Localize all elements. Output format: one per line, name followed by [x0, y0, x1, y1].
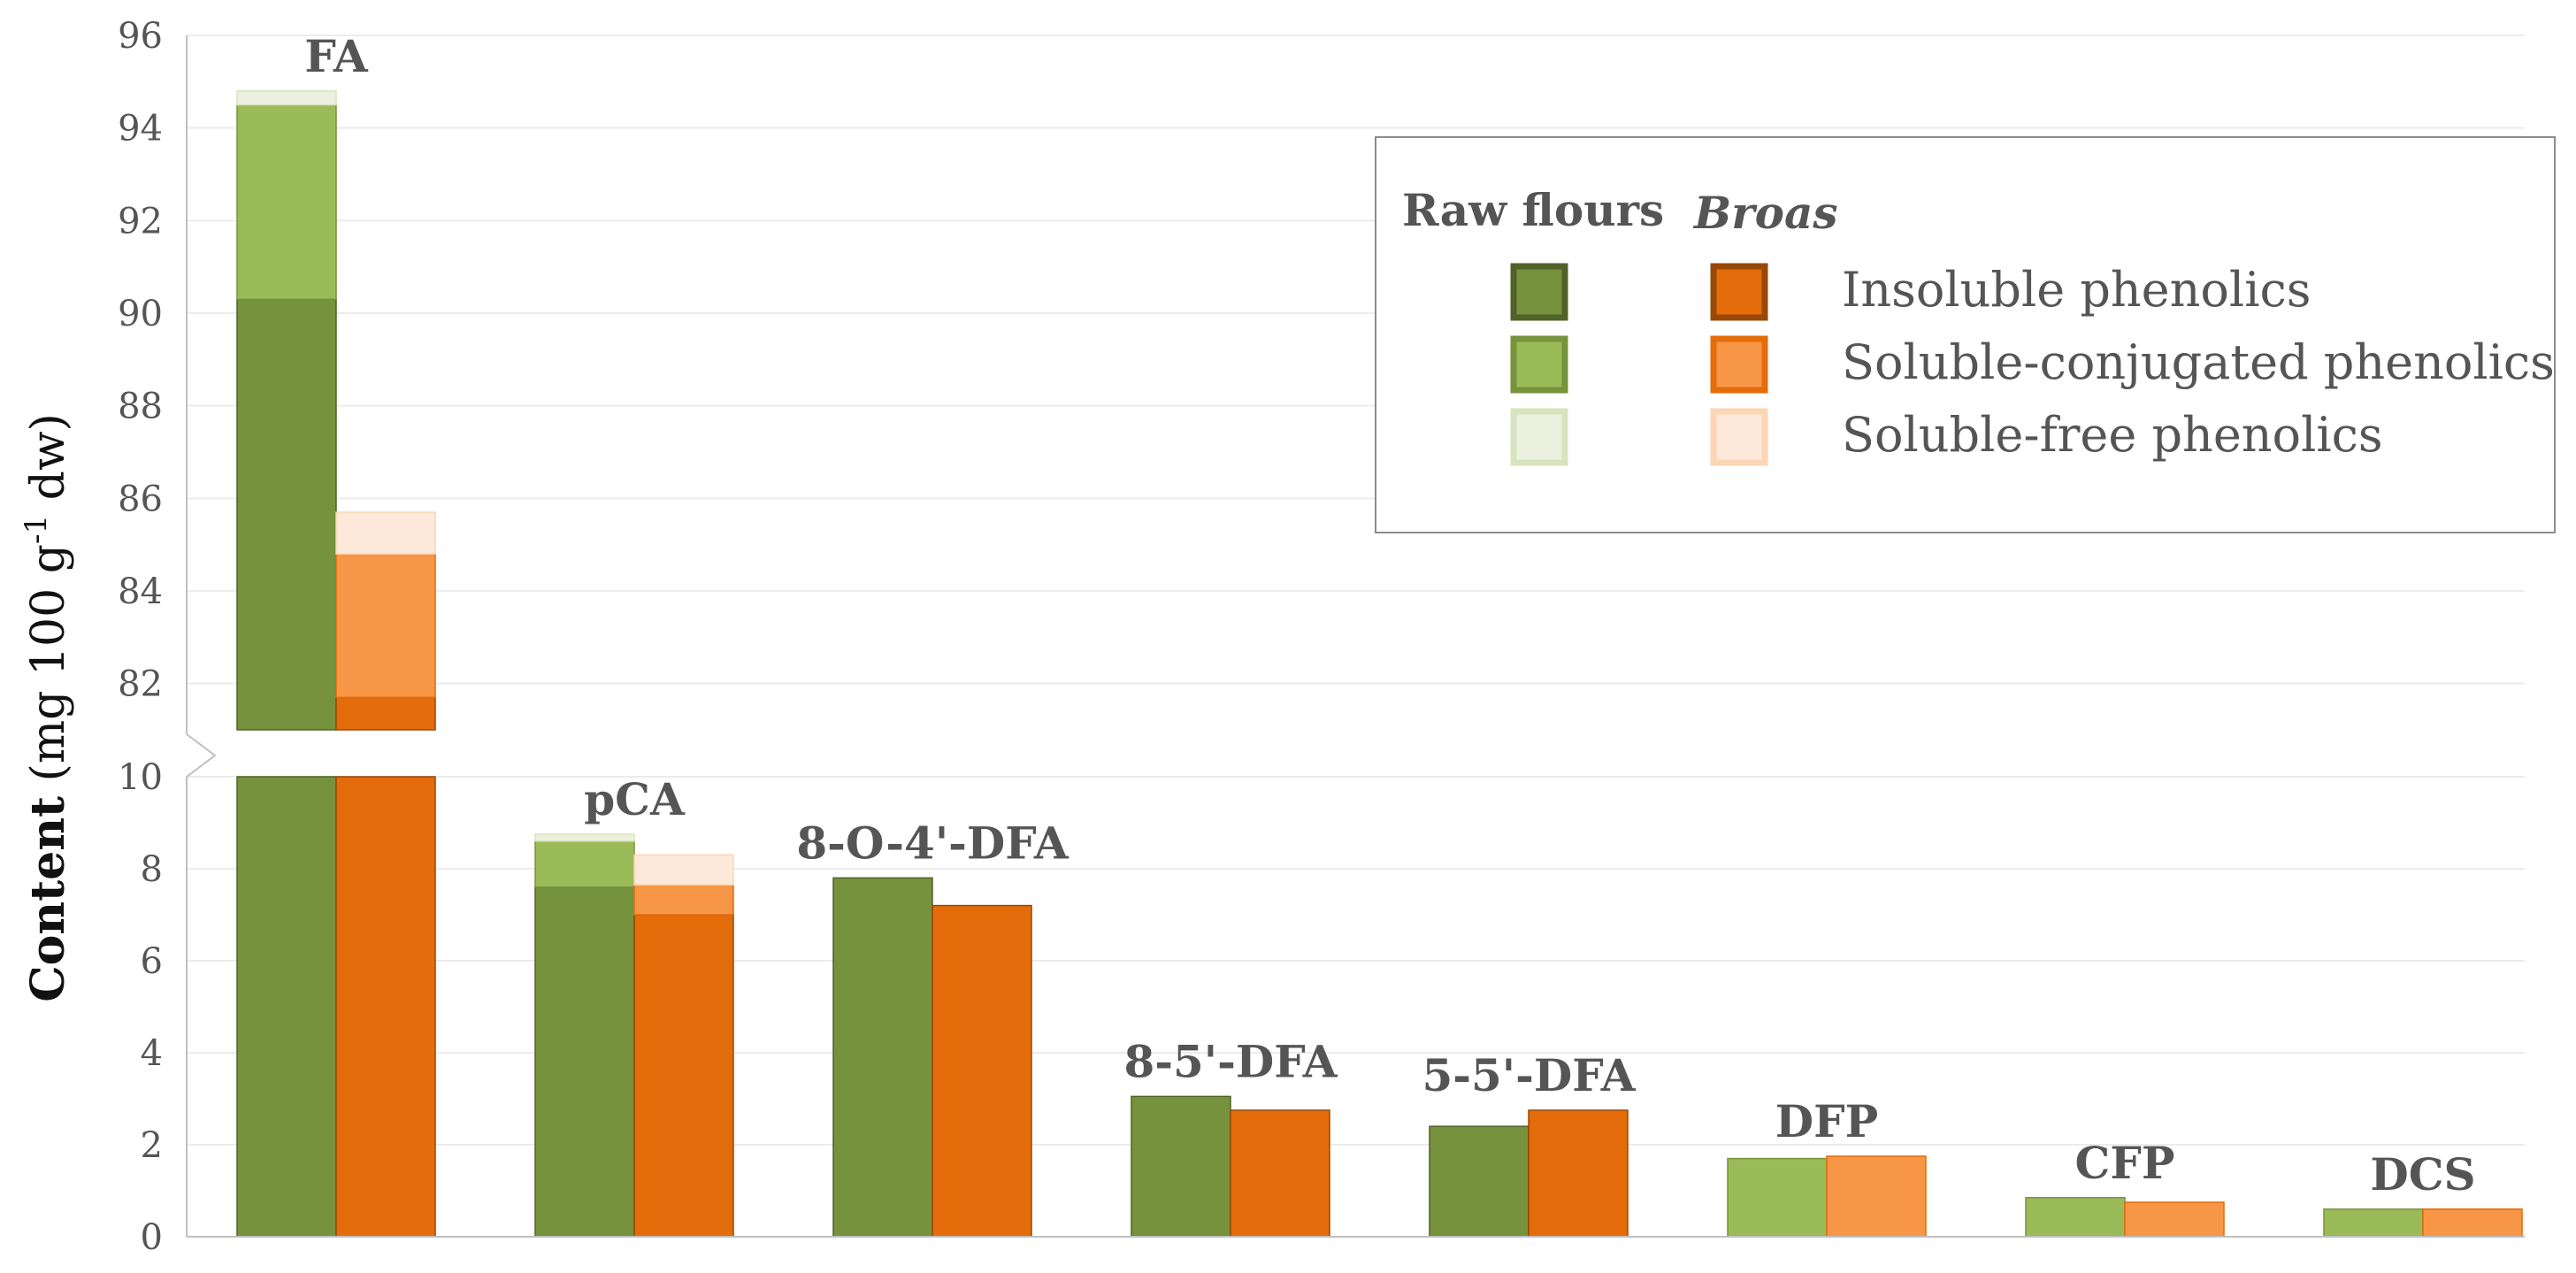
bar-broas-soluble-conjugated-phenolics — [633, 884, 734, 916]
bar-broas-insoluble-phenolics — [932, 904, 1032, 1238]
bar-raw-insoluble-phenolics-upper — [236, 298, 337, 731]
y-axis-label-bold: Content — [21, 796, 75, 1002]
y-tick-label: 8 — [141, 849, 163, 890]
legend-swatch-raw — [1510, 263, 1568, 321]
bar-raw-insoluble-phenolics — [534, 886, 635, 1238]
bar-broas-insoluble-phenolics — [1230, 1109, 1330, 1238]
bar-broas-insoluble-phenolics-upper — [335, 696, 436, 731]
bar-raw-insoluble-phenolics — [1131, 1095, 1231, 1238]
bar-raw-soluble-free-phenolics — [534, 833, 635, 842]
y-tick-label: 94 — [118, 109, 163, 150]
legend-box — [1375, 136, 2556, 533]
axis-break-mark — [186, 733, 217, 778]
bar-broas-insoluble-phenolics — [335, 776, 436, 1238]
bar-broas-soluble-conjugated-phenolics — [2124, 1201, 2225, 1238]
y-tick-label: 10 — [118, 757, 163, 798]
legend-item-insoluble: Insoluble phenolics — [1842, 262, 2311, 318]
y-tick-label: 88 — [118, 387, 163, 427]
legend-swatch-broas — [1710, 263, 1768, 321]
category-label: pCA — [584, 773, 686, 825]
bar-broas-soluble-conjugated-phenolics — [2422, 1208, 2523, 1238]
legend: Raw flours Broas Insoluble phenolics Sol… — [1375, 136, 2556, 533]
y-axis — [186, 35, 2525, 1238]
y-tick-label: 96 — [118, 16, 163, 57]
legend-header-broas: Broas — [1692, 187, 1838, 239]
bar-raw-insoluble-phenolics — [1429, 1125, 1530, 1238]
category-label: 8-5'-DFA — [1123, 1035, 1338, 1087]
bar-raw-soluble-conjugated-phenolics-upper — [236, 104, 337, 301]
category-label: DFP — [1775, 1095, 1878, 1147]
category-labels: FA pCA 8-O-4'-DFA 8-5'-DFA 5-5'-DFA DFP CFP DCS — [304, 30, 2475, 1200]
y-tick-labels: 0 2 4 6 8 10 82 84 86 88 90 92 94 96 — [118, 16, 163, 1258]
category-label: 5-5'-DFA — [1422, 1049, 1636, 1101]
legend-header-raw-flours: Raw flours — [1402, 184, 1664, 236]
category-label: DCS — [2370, 1148, 2475, 1200]
bar-raw-insoluble-phenolics — [236, 776, 337, 1238]
y-tick-label: 0 — [141, 1217, 163, 1258]
legend-swatch-raw — [1510, 408, 1568, 466]
bar-broas-soluble-conjugated-phenolics-upper — [335, 553, 436, 699]
bar-raw-soluble-conjugated-phenolics — [1727, 1157, 1828, 1238]
bar-broas-insoluble-phenolics — [633, 914, 734, 1238]
bar-raw-soluble-conjugated-phenolics — [2323, 1208, 2424, 1238]
bar-raw-soluble-conjugated-phenolics — [534, 840, 635, 888]
bar-broas-soluble-free-phenolics-upper — [335, 511, 436, 555]
y-tick-label: 84 — [118, 571, 163, 612]
y-axis-label-sup: -1 — [19, 515, 54, 544]
y-tick-label: 92 — [118, 201, 163, 242]
y-tick-label: 4 — [141, 1033, 163, 1074]
legend-swatch-raw — [1510, 335, 1568, 394]
legend-item-soluble-conjugated: Soluble-conjugated phenolics — [1842, 334, 2555, 390]
bar-broas-soluble-free-phenolics — [633, 854, 734, 886]
legend-swatch-broas — [1710, 408, 1768, 466]
y-tick-label: 6 — [141, 941, 163, 982]
legend-item-soluble-free: Soluble-free phenolics — [1842, 407, 2383, 463]
y-tick-label: 86 — [118, 479, 163, 519]
category-label: 8-O-4'-DFA — [796, 817, 1069, 869]
bar-raw-soluble-conjugated-phenolics — [2025, 1197, 2126, 1238]
y-axis-label-unit: (mg 100 g — [22, 544, 75, 796]
legend-swatch-broas — [1710, 335, 1768, 394]
bar-broas-soluble-conjugated-phenolics — [1826, 1155, 1927, 1238]
y-tick-label: 90 — [118, 294, 163, 334]
y-axis-label: Content (mg 100 g-1 dw) — [19, 413, 75, 1002]
y-tick-label: 82 — [118, 664, 163, 705]
bar-raw-soluble-free-phenolics-upper — [236, 90, 337, 106]
category-label: FA — [304, 30, 369, 82]
bar-broas-insoluble-phenolics — [1528, 1109, 1629, 1238]
bar-raw-insoluble-phenolics — [832, 877, 933, 1238]
y-axis-label-unit-end: dw) — [22, 413, 75, 515]
y-tick-label: 2 — [141, 1125, 163, 1166]
legend-swatches — [1510, 263, 1768, 466]
category-label: CFP — [2075, 1137, 2175, 1189]
bars — [236, 90, 2523, 1238]
